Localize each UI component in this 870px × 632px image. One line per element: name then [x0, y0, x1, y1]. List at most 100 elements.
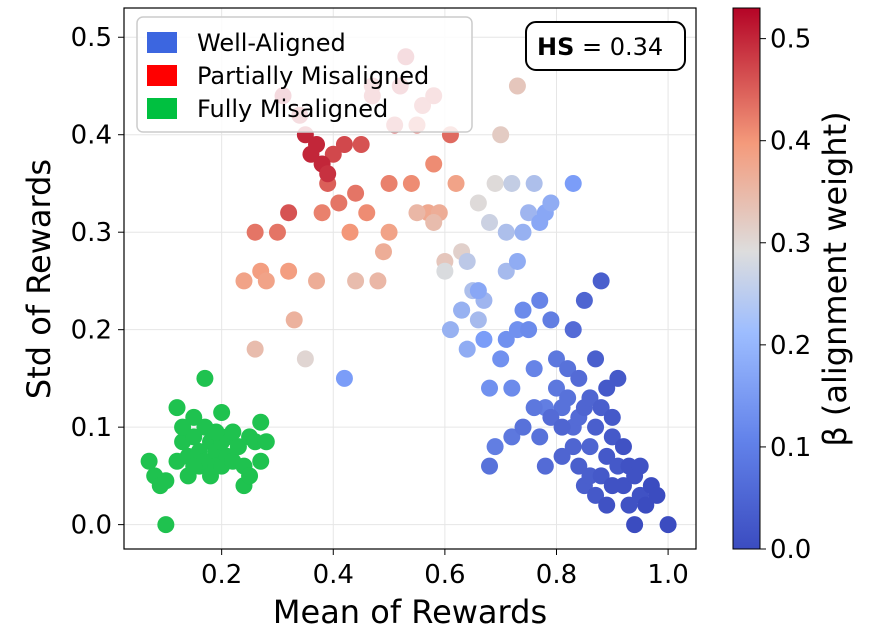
point-beta: [341, 223, 359, 241]
point-beta: [587, 350, 605, 368]
point-beta: [603, 477, 621, 495]
point-beta: [609, 369, 627, 387]
hs-text: HS = 0.34: [537, 33, 663, 61]
point-beta: [508, 77, 526, 95]
point-beta: [592, 467, 610, 485]
point-beta: [542, 194, 560, 212]
point-beta: [592, 399, 610, 417]
point-beta: [436, 262, 454, 280]
y-tick-label: 0.4: [71, 121, 112, 151]
y-tick-label: 0.1: [71, 413, 112, 443]
point-beta: [587, 486, 605, 504]
point-fully-misaligned: [157, 516, 175, 534]
point-beta: [614, 438, 632, 456]
point-beta: [631, 457, 649, 475]
point-beta: [508, 252, 526, 270]
point-beta: [581, 389, 599, 407]
y-axis-label: Std of Rewards: [20, 159, 58, 399]
point-beta: [246, 340, 264, 358]
point-beta: [330, 194, 348, 212]
colorbar-tick-label: 0.3: [770, 229, 811, 259]
point-fully-misaligned: [229, 438, 247, 456]
point-beta: [648, 486, 666, 504]
point-beta: [520, 321, 538, 339]
point-beta: [453, 301, 471, 319]
legend-label-partially-misaligned: Partially Misaligned: [197, 62, 429, 90]
colorbar-tick-label: 0.0: [770, 535, 811, 565]
point-beta: [559, 389, 577, 407]
point-beta: [308, 135, 326, 153]
point-beta: [441, 321, 459, 339]
point-beta: [408, 204, 426, 222]
point-beta: [352, 135, 370, 153]
point-beta: [469, 282, 487, 300]
x-ticks: 0.2 0.4 0.6 0.8 1.0: [201, 549, 689, 590]
x-tick-label: 0.2: [201, 560, 242, 590]
point-beta: [458, 252, 476, 270]
plot-frame: [123, 7, 697, 550]
point-beta: [598, 379, 616, 397]
hs-box: [525, 21, 686, 71]
point-beta: [553, 418, 571, 436]
point-beta: [553, 447, 571, 465]
legend-swatch-well-aligned: [147, 32, 177, 53]
point-beta: [347, 272, 365, 290]
colorbar-tick-label: 0.2: [770, 331, 811, 361]
point-beta: [313, 204, 331, 222]
point-fully-misaligned: [241, 467, 259, 485]
legend-swatch-fully-misaligned: [147, 98, 177, 119]
point-beta: [620, 496, 638, 514]
point-beta: [469, 194, 487, 212]
point-beta: [503, 174, 521, 192]
point-beta: [335, 369, 353, 387]
point-fully-misaligned: [252, 452, 270, 470]
point-beta: [520, 204, 538, 222]
point-beta: [542, 408, 560, 426]
point-beta: [380, 223, 398, 241]
point-beta: [603, 428, 621, 446]
point-fully-misaligned: [213, 404, 231, 422]
point-beta: [481, 379, 499, 397]
colorbar-tick-label: 0.1: [770, 433, 811, 463]
point-beta: [575, 291, 593, 309]
point-fully-misaligned: [207, 423, 225, 441]
point-beta: [481, 457, 499, 475]
point-beta: [514, 418, 532, 436]
point-beta: [380, 174, 398, 192]
legend-swatch-partially-misaligned: [147, 65, 177, 86]
point-beta: [481, 213, 499, 231]
point-fully-misaligned: [157, 472, 175, 490]
point-beta: [497, 330, 515, 348]
point-beta: [531, 291, 549, 309]
colorbar-label: β (alignment weight): [816, 111, 854, 446]
point-beta: [531, 428, 549, 446]
x-tick-label: 0.8: [536, 560, 577, 590]
point-beta: [503, 379, 521, 397]
point-beta: [587, 418, 605, 436]
point-beta: [402, 174, 420, 192]
point-beta: [626, 516, 644, 534]
point-beta: [564, 174, 582, 192]
colorbar-ticks: 0.0 0.1 0.2 0.3 0.4 0.5: [760, 25, 811, 565]
colorbar-tick-label: 0.5: [770, 25, 811, 55]
point-fully-misaligned: [185, 457, 203, 475]
hs-bold-label: HS: [537, 33, 574, 61]
point-beta: [486, 438, 504, 456]
point-beta: [497, 262, 515, 280]
point-beta: [235, 272, 253, 290]
point-beta: [637, 496, 655, 514]
point-beta: [559, 360, 577, 378]
point-beta: [542, 311, 560, 329]
point-beta: [536, 457, 554, 475]
point-fully-misaligned: [252, 413, 270, 431]
point-fully-misaligned: [168, 399, 186, 417]
point-beta: [280, 262, 298, 280]
point-beta: [475, 330, 493, 348]
legend-label-well-aligned: Well-Aligned: [197, 29, 346, 57]
y-tick-label: 0.2: [71, 316, 112, 346]
point-fully-misaligned: [174, 418, 192, 436]
point-beta: [257, 272, 275, 290]
point-beta: [358, 204, 376, 222]
x-axis-label: Mean of Rewards: [273, 593, 547, 631]
point-beta: [319, 165, 337, 183]
